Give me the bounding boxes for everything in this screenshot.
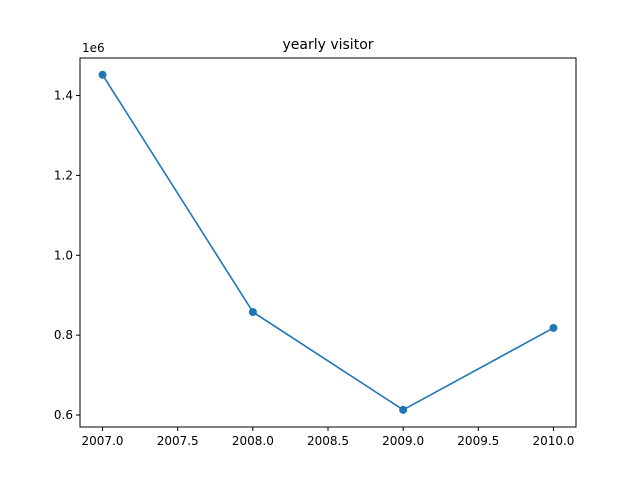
data-point (549, 323, 558, 332)
x-tick-label: 2008.0 (232, 434, 274, 448)
y-axis: 0.6 0.8 1.0 1.2 1.4 (54, 89, 80, 422)
y-tick-label: 1.4 (54, 89, 73, 103)
data-point (248, 307, 257, 316)
x-tick-label: 2009.5 (457, 434, 499, 448)
x-axis: 2007.0 2007.5 2008.0 2008.5 2009.0 2009.5 2010… (82, 427, 574, 448)
x-tick-label: 2009.0 (382, 434, 424, 448)
y-tick-label: 0.8 (54, 328, 73, 342)
plot-series (98, 70, 558, 414)
y-tick-label: 1.2 (54, 168, 73, 182)
chart-title: yearly visitor (282, 37, 373, 53)
data-point (98, 70, 107, 79)
y-tick-label: 1.0 (54, 248, 73, 262)
x-tick-label: 2010.0 (532, 434, 574, 448)
plot-frame (79, 57, 577, 428)
series-line (101, 74, 554, 411)
data-point (399, 405, 408, 414)
y-axis-offset-label: 1e6 (82, 41, 105, 55)
x-tick-label: 2007.0 (82, 434, 124, 448)
x-tick-label: 2007.5 (157, 434, 199, 448)
y-tick-label: 0.6 (54, 408, 73, 422)
x-tick-label: 2008.5 (307, 434, 349, 448)
